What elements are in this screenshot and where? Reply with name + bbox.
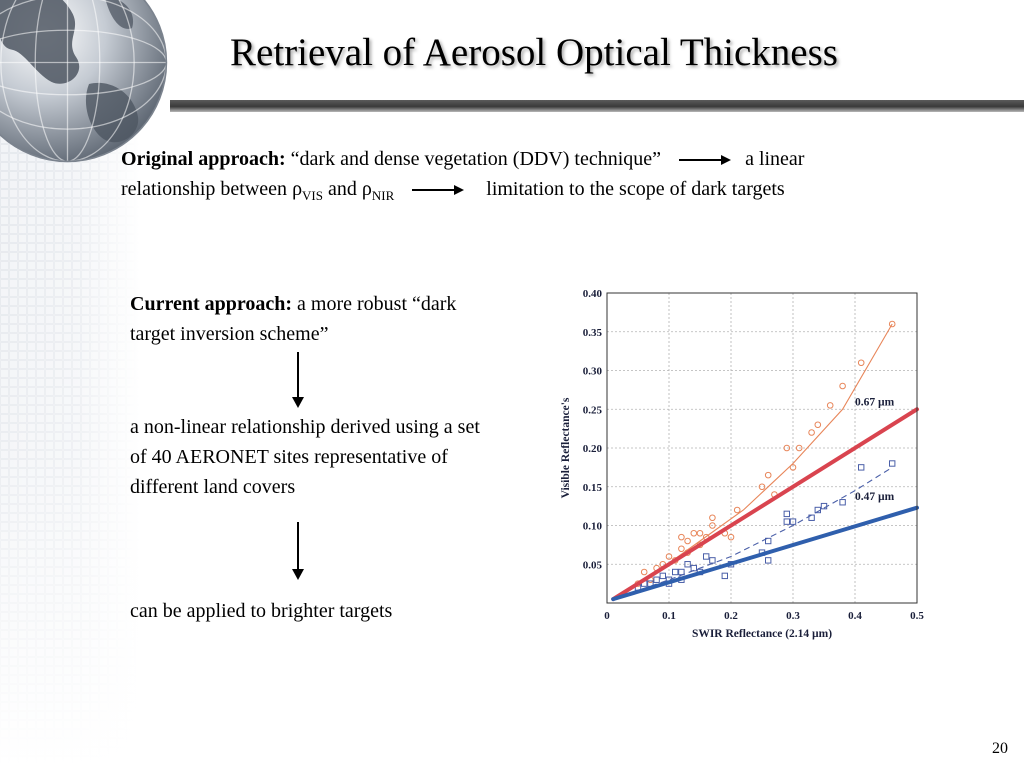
data-point-047: [820, 502, 828, 510]
chart-annotations: 0.67 µm 0.47 µm: [855, 396, 895, 503]
chart-tick-labels: 0 0.1 0.2 0.3 0.4 0.5 0.05 0.10 0.15 0.20 0.25 0.30…: [583, 288, 925, 622]
y-tick-label: 0.10: [583, 521, 603, 533]
original-line-2: relationship between ρVIS and ρNIR limita…: [121, 174, 981, 211]
data-point-067: [888, 320, 896, 328]
data-point-067: [678, 545, 685, 553]
right-arrow-icon: [412, 185, 465, 196]
series-annotation: 0.67 µm: [855, 396, 895, 408]
data-point-067: [789, 464, 797, 471]
data-point-067: [684, 537, 691, 545]
slide-title: Retrieval of Aerosol Optical Thickness: [230, 31, 838, 74]
data-point-067: [733, 506, 741, 514]
vis-subscript: VIS: [302, 188, 323, 203]
data-point-047: [653, 576, 660, 583]
current-approach-label: Current approach:: [130, 293, 293, 315]
data-point-067: [764, 471, 772, 479]
data-point-047: [690, 564, 698, 572]
data-point-047: [659, 572, 666, 580]
data-point-067: [783, 444, 791, 452]
down-arrow-icon: [292, 522, 304, 580]
reflectance-chart: 0 0.1 0.2 0.3 0.4 0.5 0.05 0.10 0.15 0.20 0.25 0.30…: [560, 288, 925, 640]
data-point-047: [672, 568, 679, 576]
nir-subscript: NIR: [371, 188, 395, 203]
data-point-047: [783, 518, 791, 525]
data-point-067: [727, 533, 735, 541]
plot-frame: [606, 292, 918, 604]
data-point-067: [665, 553, 673, 560]
data-point-067: [709, 514, 716, 522]
brighter-targets-text: can be applied to brighter targets: [130, 600, 393, 622]
data-point-067: [690, 529, 698, 537]
data-point-067: [709, 522, 716, 529]
globe-icon: [0, 0, 168, 163]
data-point-047: [808, 514, 815, 521]
current-approach-text: Current approach: a more robust “dark ta…: [130, 289, 500, 349]
original-approach-text: Original approach: “dark and dense veget…: [121, 144, 981, 211]
data-point-067: [814, 421, 822, 429]
data-point-067: [758, 483, 766, 491]
y-tick-label: 0.25: [583, 404, 603, 416]
data-point-067: [640, 568, 648, 576]
y-tick-label: 0.05: [583, 559, 603, 571]
chart-grid: [607, 293, 917, 603]
data-point-047: [703, 553, 710, 560]
series-annotation: 0.47 µm: [855, 491, 895, 503]
data-point-047: [783, 510, 791, 518]
nonlinear-relationship-text: a non-linear relationship derived using …: [130, 416, 480, 498]
title-divider: [170, 100, 1024, 112]
y-tick-label: 0.35: [583, 327, 603, 339]
data-point-047: [721, 572, 729, 580]
x-tick-label: 0: [604, 610, 610, 622]
reference-line-067: [611, 407, 919, 602]
chart-points: [634, 320, 896, 591]
data-point-047: [709, 557, 716, 564]
data-point-067: [839, 382, 846, 390]
data-point-067: [795, 444, 803, 452]
x-tick-label: 0.5: [910, 610, 924, 622]
data-point-067: [826, 402, 834, 409]
limitation-text: limitation to the scope of dark targets: [486, 178, 785, 200]
data-point-067: [808, 429, 815, 436]
linear-text: a linear: [745, 148, 805, 170]
reference-line-047: [611, 505, 919, 602]
chart-reference-lines: [611, 407, 919, 602]
rho-vis-symbol: ρ: [292, 178, 303, 200]
data-point-047: [839, 499, 846, 506]
data-point-047: [765, 537, 772, 545]
data-point-067: [696, 529, 704, 537]
data-point-067: [857, 359, 865, 367]
data-point-047: [684, 561, 691, 568]
y-tick-label: 0.15: [583, 482, 603, 494]
y-tick-label: 0.30: [583, 366, 603, 378]
data-point-047: [789, 518, 797, 525]
right-arrow-icon: [679, 155, 732, 166]
original-approach-label: Original approach:: [121, 148, 286, 170]
x-tick-label: 0.2: [724, 610, 738, 622]
fit-line-047: [613, 466, 893, 600]
data-point-047: [858, 464, 865, 471]
current-approach-body: a more robust “dark target inversion sch…: [130, 293, 457, 345]
x-tick-label: 0.4: [848, 610, 862, 622]
ddv-technique-text: “dark and dense vegetation (DDV) techniq…: [285, 148, 662, 170]
x-axis-label: SWIR Reflectance (2.14 µm): [692, 628, 832, 640]
y-axis-label: Visible Reflectance's: [560, 397, 572, 498]
x-tick-label: 0.3: [786, 610, 800, 622]
and-text: and: [323, 178, 362, 200]
data-point-067: [678, 533, 685, 541]
down-arrow-icon: [292, 352, 304, 408]
data-point-047: [889, 460, 896, 467]
x-tick-label: 0.1: [662, 610, 676, 622]
page-number: 20: [992, 740, 1008, 757]
y-tick-label: 0.40: [583, 288, 603, 300]
relationship-text: relationship between: [121, 178, 293, 200]
data-point-047: [678, 568, 685, 576]
data-point-047: [765, 557, 772, 564]
rho-nir-symbol: ρ: [361, 178, 372, 200]
original-line-1: Original approach: “dark and dense veget…: [121, 144, 981, 174]
y-tick-label: 0.20: [583, 443, 603, 455]
data-point-047: [814, 506, 822, 514]
